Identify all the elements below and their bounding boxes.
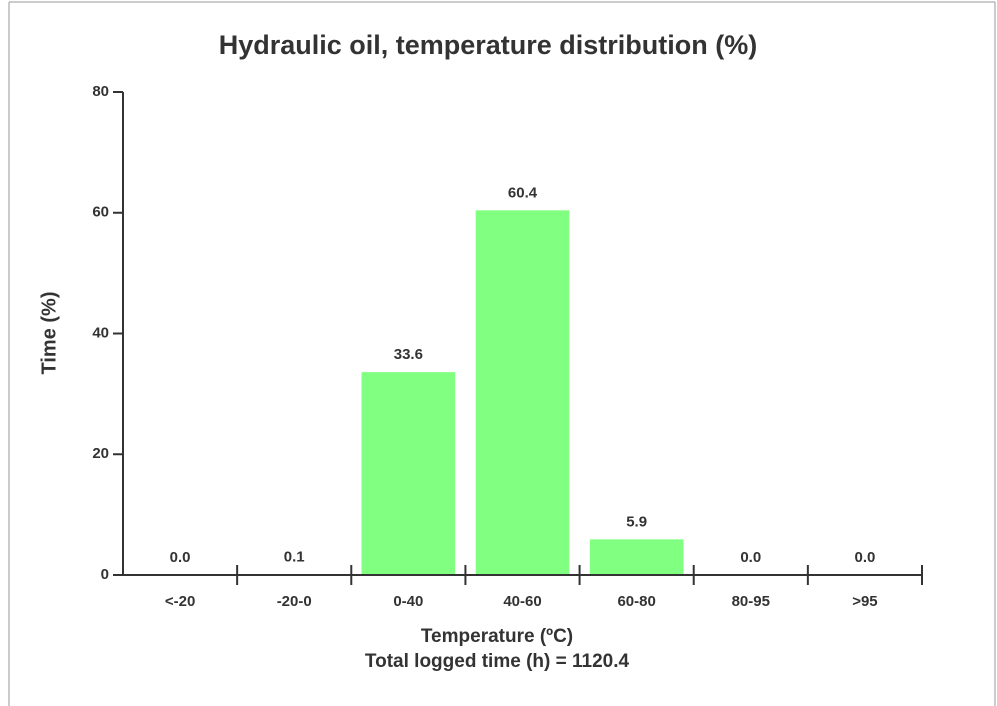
chart-title: Hydraulic oil, temperature distribution … xyxy=(219,30,758,60)
y-tick-label: 80 xyxy=(92,83,109,100)
x-tick-label: <-20 xyxy=(165,593,195,610)
y-tick-label: 20 xyxy=(92,445,109,462)
value-label: 5.9 xyxy=(626,513,647,530)
y-tick-label: 40 xyxy=(92,324,109,341)
y-tick-label: 60 xyxy=(92,204,109,221)
x-tick-label: 60-80 xyxy=(617,593,655,610)
value-label: 60.4 xyxy=(508,184,538,201)
x-tick-label: >95 xyxy=(852,593,877,610)
y-axis-label: Time (%) xyxy=(38,292,60,375)
bar xyxy=(589,539,684,575)
bar xyxy=(475,210,570,575)
x-tick-label: -20-0 xyxy=(277,593,312,610)
value-label: 0.0 xyxy=(170,549,191,566)
y-tick-label: 0 xyxy=(101,566,109,583)
x-axis-label: Temperature (ºC) xyxy=(421,626,573,647)
x-tick-label: 40-60 xyxy=(503,593,541,610)
value-label: 0.0 xyxy=(740,549,761,566)
x-tick-label: 0-40 xyxy=(393,593,423,610)
value-label: 33.6 xyxy=(394,346,423,363)
value-label: 0.1 xyxy=(284,548,305,565)
annotation: Total logged time (h) = 1120.4 xyxy=(365,651,630,672)
value-label: 0.0 xyxy=(854,549,875,566)
x-tick-label: 80-95 xyxy=(732,593,770,610)
bar xyxy=(361,372,456,575)
